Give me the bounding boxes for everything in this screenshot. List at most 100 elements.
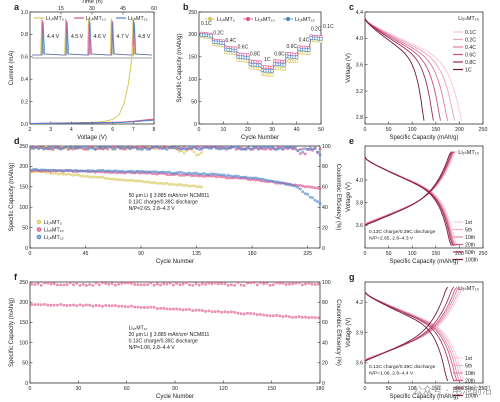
capacity-point: [131, 178, 134, 182]
rate-point: [270, 73, 275, 77]
ce-point: [113, 283, 117, 287]
capacity-point: [32, 167, 36, 171]
x-tick-label: 0: [364, 386, 367, 392]
rate-label: 0.2C: [311, 27, 322, 33]
y2-tick-label: 0: [322, 381, 325, 387]
ce-point: [284, 145, 287, 149]
x-tick-label: 8: [153, 127, 156, 133]
capacity-point: [204, 310, 208, 313]
legend-label: 100th: [465, 393, 478, 399]
x-tick-label: 250: [479, 251, 488, 257]
ce-point: [239, 283, 243, 287]
ce-point: [39, 146, 43, 149]
ce-point: [81, 147, 85, 151]
capacity-point: [145, 180, 149, 184]
annotation: 0.13C charge/0.39C discharge: [369, 229, 436, 235]
top-axis-label: Time (h): [81, 0, 102, 5]
ce-point: [185, 147, 189, 151]
y-axis-label: Voltage (V): [346, 318, 352, 348]
ce-point: [182, 147, 186, 151]
plot-frame: [364, 11, 484, 125]
capacity-point: [197, 185, 201, 189]
capacity-point: [123, 178, 127, 182]
ce-point: [101, 145, 105, 149]
legend-label: Li₁ₕMT₁₅: [128, 16, 148, 22]
capacity-point: [187, 184, 191, 188]
charge-curve: [364, 151, 455, 225]
x-tick-label: 50: [386, 127, 392, 133]
capacity-point: [56, 169, 60, 172]
annotation: 20 μm Li || 3.885 mAh/cm² NCM811: [129, 332, 210, 338]
capacity-point: [177, 170, 181, 174]
ce-point: [281, 281, 285, 285]
capacity-point: [271, 180, 275, 183]
x-axis-label: Cycle Number: [241, 135, 279, 141]
ce-point: [180, 147, 184, 150]
capacity-point: [233, 310, 237, 314]
ce-point: [251, 146, 255, 150]
capacity-point: [287, 315, 291, 319]
capacity-point: [79, 169, 82, 173]
ce-point: [68, 281, 72, 285]
y2-axis-label: Coulombic Efficiency (%): [335, 299, 341, 366]
rate-point: [258, 60, 262, 64]
ce-point: [265, 281, 269, 285]
rate-point: [282, 63, 287, 67]
rate-label: 1C: [264, 57, 271, 63]
ce-point: [52, 282, 56, 286]
capacity-point: [311, 185, 314, 189]
capacity-point: [128, 169, 132, 173]
capacity-point: [217, 309, 220, 313]
legend-marker: [36, 234, 42, 240]
ce-point: [79, 146, 82, 149]
top-tick-label: 45: [120, 6, 126, 12]
capacity-point: [306, 192, 310, 196]
capacity-point: [249, 176, 253, 180]
capacity-point: [202, 175, 206, 178]
rate-point: [246, 55, 250, 60]
capacity-point: [239, 175, 243, 179]
legend-marker: [245, 16, 251, 22]
capacity-point: [84, 303, 88, 307]
capacity-point: [64, 173, 68, 176]
y-tick-label: 3.6: [356, 63, 363, 69]
ce-point: [61, 146, 65, 150]
y2-tick-label: 20: [322, 225, 328, 231]
capacity-point: [123, 305, 127, 308]
ce-point: [301, 150, 305, 154]
current-curve: [29, 45, 134, 124]
capacity-point: [168, 170, 171, 174]
annotation: N/P=1.06, 2.8–4.4 V: [129, 345, 176, 351]
ce-point: [78, 283, 82, 287]
y-tick-label: 250: [19, 144, 28, 150]
y-tick-label: 150: [19, 185, 28, 191]
capacity-point: [107, 304, 111, 308]
x-axis-label: Voltage (V): [77, 135, 107, 141]
x-tick-label: 100: [408, 127, 417, 133]
capacity-point: [123, 170, 127, 174]
capacity-point: [126, 305, 130, 309]
capacity-point: [244, 175, 248, 179]
capacity-point: [52, 172, 55, 175]
ce-point: [224, 146, 228, 150]
rate-point: [282, 67, 287, 71]
capacity-point: [171, 307, 175, 311]
capacity-point: [111, 170, 115, 173]
panel-title: Li₁ₕMT₁₀: [458, 150, 479, 156]
capacity-point: [59, 169, 63, 173]
capacity-point: [165, 181, 169, 185]
x-tick-label: 0: [29, 251, 32, 257]
rate-point: [270, 69, 275, 73]
ce-point: [236, 281, 240, 285]
capacity-point: [185, 172, 189, 176]
y-tick-label: 250: [19, 280, 28, 286]
capacity-point: [306, 185, 310, 188]
current-curve: [29, 119, 155, 124]
annotation: 0.13C charge/0.39C discharge: [129, 200, 198, 206]
ce-point: [165, 145, 169, 149]
capacity-point: [180, 171, 184, 174]
ce-point: [94, 281, 98, 285]
ce-point: [131, 146, 134, 150]
capacity-point: [81, 304, 85, 307]
capacity-point: [59, 172, 63, 176]
